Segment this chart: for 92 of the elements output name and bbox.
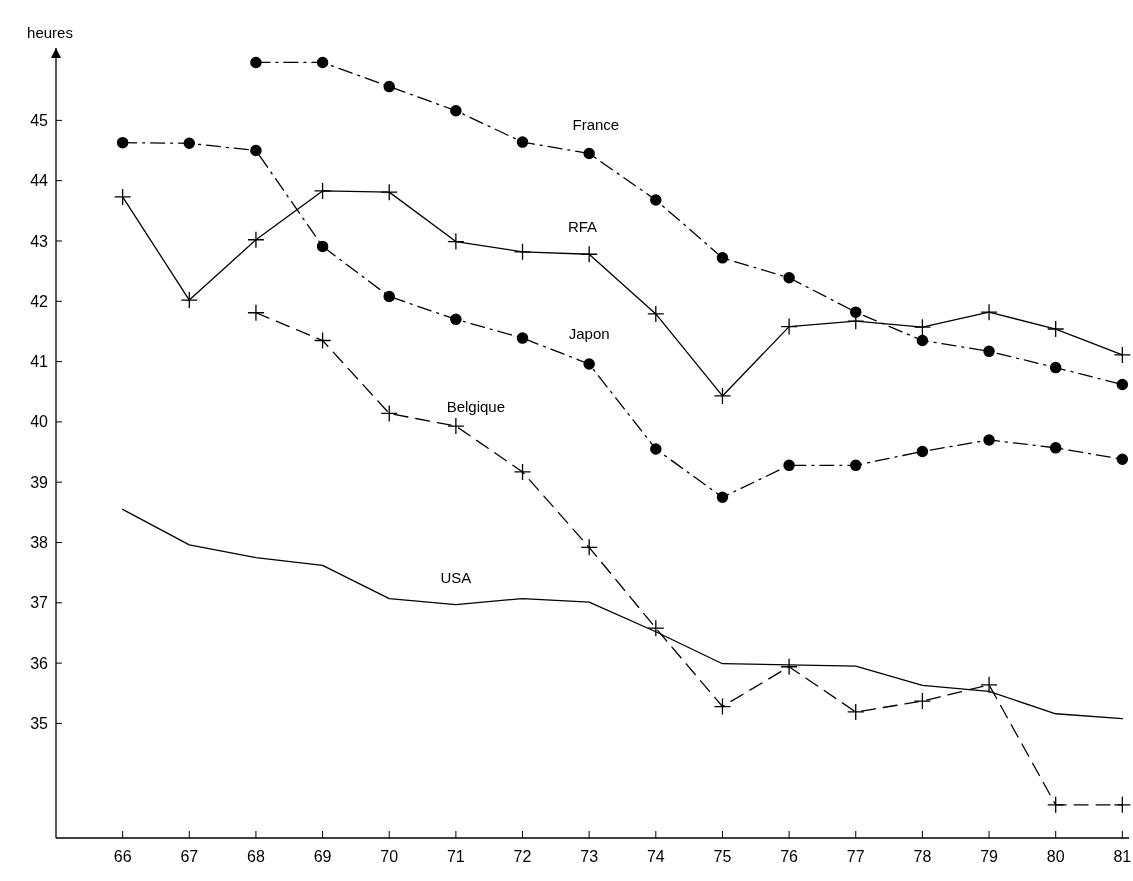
series-label: USA <box>440 568 472 586</box>
x-tick-label: 79 <box>980 848 999 865</box>
point <box>850 459 862 472</box>
point <box>980 303 998 321</box>
y-axis-title: heures <box>27 24 73 41</box>
point <box>513 463 532 481</box>
y-tick-label: 38 <box>30 534 49 552</box>
point <box>847 703 865 721</box>
point <box>580 538 598 556</box>
x-tick-label: 72 <box>513 848 532 865</box>
y-tick-label: 44 <box>30 172 49 190</box>
point <box>983 345 995 358</box>
point <box>1049 361 1062 374</box>
point <box>1113 796 1131 814</box>
point <box>383 80 395 93</box>
point <box>716 252 729 264</box>
point <box>516 332 529 344</box>
point <box>1116 453 1129 466</box>
point <box>713 387 732 405</box>
y-tick-label: 42 <box>30 292 49 310</box>
point <box>450 313 462 326</box>
point <box>447 232 465 251</box>
x-tick-label: 68 <box>247 848 265 865</box>
point <box>513 243 532 261</box>
y-tick-label: 40 <box>30 413 49 431</box>
x-tick-label: 67 <box>180 848 199 865</box>
point <box>250 56 262 69</box>
y-tick-label: 36 <box>30 654 49 672</box>
x-tick-label: 69 <box>313 848 332 865</box>
y-tick-label: 41 <box>30 353 49 371</box>
series-label: France <box>572 116 620 134</box>
point <box>516 136 529 148</box>
point <box>716 491 729 504</box>
x-tick-label: 78 <box>913 848 932 865</box>
point <box>916 445 929 458</box>
y-tick-label: 45 <box>30 111 49 129</box>
point <box>114 188 132 206</box>
point <box>713 697 732 716</box>
series-label: Japon <box>568 325 610 342</box>
point <box>783 459 795 472</box>
point <box>1116 378 1129 391</box>
point <box>316 240 329 253</box>
point <box>1047 796 1065 814</box>
point <box>380 404 398 423</box>
point <box>580 245 598 263</box>
y-tick-label: 37 <box>30 594 49 612</box>
point <box>913 692 932 710</box>
y-tick-label: 39 <box>30 473 49 491</box>
point <box>916 334 929 347</box>
x-tick-label: 77 <box>846 848 865 865</box>
series-label: RFA <box>567 218 598 235</box>
point <box>183 137 196 150</box>
point <box>780 317 798 336</box>
point <box>1047 320 1065 338</box>
point <box>583 358 595 370</box>
point <box>780 658 798 676</box>
x-tick-label: 76 <box>780 848 799 865</box>
point <box>313 331 332 350</box>
x-tick-label: 66 <box>113 848 132 865</box>
point <box>250 144 262 157</box>
x-tick-label: 75 <box>713 848 732 865</box>
x-tick-label: 80 <box>1046 848 1065 865</box>
point <box>247 231 265 249</box>
y-tick-label: 35 <box>30 715 49 733</box>
point <box>380 183 398 201</box>
point <box>383 290 395 303</box>
x-tick-label: 70 <box>380 848 399 865</box>
point <box>313 182 332 200</box>
point <box>913 318 932 336</box>
point <box>783 272 795 284</box>
point <box>450 104 462 117</box>
x-tick-label: 73 <box>580 848 599 865</box>
x-tick-label: 71 <box>446 848 465 865</box>
point <box>247 304 265 322</box>
point <box>447 417 465 435</box>
x-tick-label: 81 <box>1113 848 1132 865</box>
point <box>650 443 662 455</box>
point <box>983 434 995 446</box>
point <box>650 194 662 206</box>
point <box>583 147 595 160</box>
point <box>647 619 665 637</box>
point <box>316 56 329 69</box>
point <box>1049 442 1062 454</box>
x-tick-label: 74 <box>646 848 665 865</box>
point <box>980 676 998 694</box>
y-tick-label: 43 <box>30 232 49 250</box>
point <box>850 306 862 318</box>
point <box>180 291 198 309</box>
point <box>1113 346 1131 364</box>
series-label: Belgique <box>446 397 506 415</box>
point <box>116 136 129 149</box>
point <box>647 305 665 323</box>
